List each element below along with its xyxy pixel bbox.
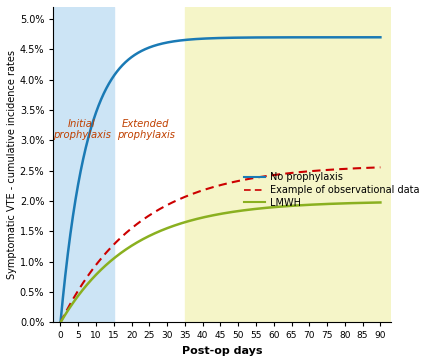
Legend: No prophylaxis, Example of observational data, LMWH: No prophylaxis, Example of observational… [244,172,420,208]
X-axis label: Post-op days: Post-op days [182,346,263,356]
Bar [53,7,114,322]
Text: Initial
prophylaxis: Initial prophylaxis [53,119,111,140]
Bar [185,7,391,322]
Y-axis label: Symptomatic VTE - cumulative incidence rates: Symptomatic VTE - cumulative incidence r… [7,50,17,279]
Text: Extended
prophylaxis: Extended prophylaxis [117,119,175,140]
